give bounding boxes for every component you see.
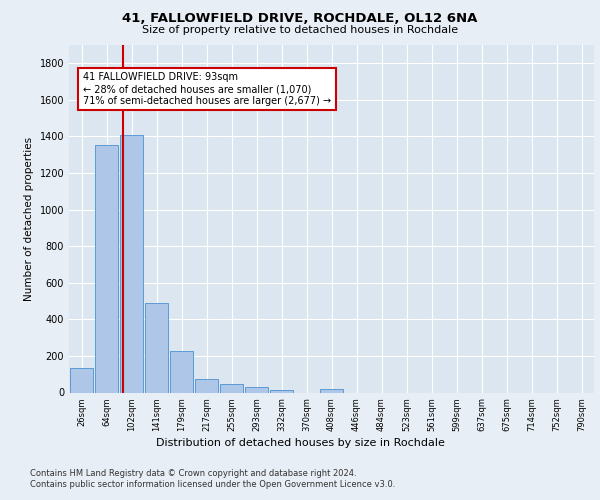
Bar: [70, 368, 94, 392]
Text: 41 FALLOWFIELD DRIVE: 93sqm
← 28% of detached houses are smaller (1,070)
71% of : 41 FALLOWFIELD DRIVE: 93sqm ← 28% of det…: [83, 72, 331, 106]
Y-axis label: Number of detached properties: Number of detached properties: [24, 136, 34, 301]
Text: Contains HM Land Registry data © Crown copyright and database right 2024.: Contains HM Land Registry data © Crown c…: [30, 469, 356, 478]
Text: Size of property relative to detached houses in Rochdale: Size of property relative to detached ho…: [142, 25, 458, 35]
Text: 41, FALLOWFIELD DRIVE, ROCHDALE, OL12 6NA: 41, FALLOWFIELD DRIVE, ROCHDALE, OL12 6N…: [122, 12, 478, 26]
Bar: [320, 389, 343, 392]
Bar: [170, 352, 193, 393]
Bar: [145, 303, 169, 392]
Bar: [194, 379, 218, 392]
Text: Contains public sector information licensed under the Open Government Licence v3: Contains public sector information licen…: [30, 480, 395, 489]
Bar: [95, 144, 118, 392]
Bar: [119, 134, 143, 392]
Text: Distribution of detached houses by size in Rochdale: Distribution of detached houses by size …: [155, 438, 445, 448]
Bar: [245, 388, 268, 392]
Bar: [220, 384, 244, 392]
Bar: [269, 390, 293, 392]
